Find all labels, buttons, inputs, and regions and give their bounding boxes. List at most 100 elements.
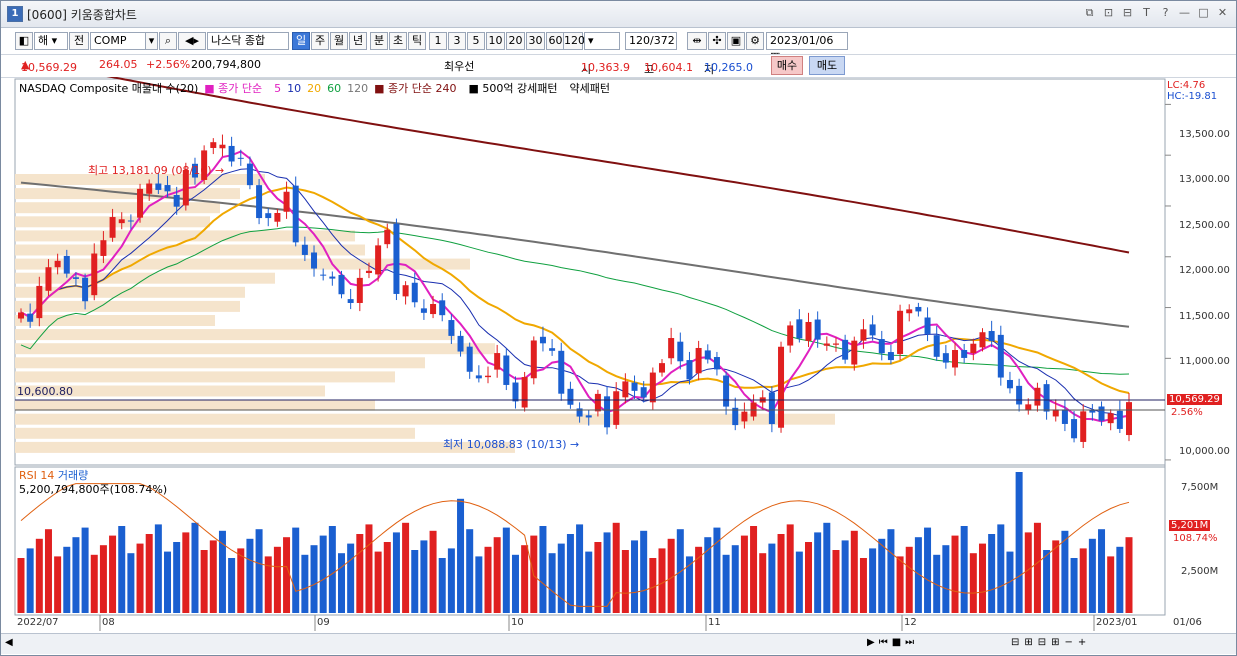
volume-bar xyxy=(887,529,895,613)
candle-body xyxy=(713,357,720,370)
maximize-icon[interactable]: □ xyxy=(1198,6,1209,19)
link-icon[interactable]: ⧉ xyxy=(1085,6,1094,19)
candle-body xyxy=(869,324,876,336)
volume-bar xyxy=(54,556,62,613)
volume-bar xyxy=(383,542,391,613)
symbol-dropdown-icon[interactable]: ▾ xyxy=(145,32,158,50)
legend-name[interactable]: NASDAQ Composite 매물대 수(20) xyxy=(19,82,199,95)
legend-ma60: 60 xyxy=(327,82,342,95)
interval-30[interactable]: 30 xyxy=(526,32,545,50)
interval-10[interactable]: 10 xyxy=(486,32,505,50)
volume-bar xyxy=(283,537,291,613)
volume-legend[interactable]: 거래량 xyxy=(57,469,89,482)
volume-profile-bar xyxy=(15,329,455,341)
volume-profile-bar xyxy=(15,371,395,383)
candle-body xyxy=(887,352,894,361)
volume-bar xyxy=(933,554,941,613)
settings-icon[interactable]: ⚙ xyxy=(746,32,764,50)
candle-body xyxy=(915,306,922,312)
volume-bar xyxy=(237,548,245,613)
layout-icon[interactable]: ⊟ xyxy=(1122,6,1133,19)
tile-icon[interactable]: ⊡ xyxy=(1103,6,1114,19)
candle-body xyxy=(283,191,290,212)
sound-icon[interactable]: ◀▸ xyxy=(178,32,206,50)
candle-body xyxy=(1034,387,1041,406)
period-year[interactable]: 년 xyxy=(349,32,367,50)
volume-bar xyxy=(35,538,43,613)
crosshair-icon[interactable]: ✣ xyxy=(708,32,726,50)
volume-profile-bar xyxy=(15,286,245,298)
minimize-icon[interactable]: — xyxy=(1179,6,1190,19)
volume-bar xyxy=(649,558,657,613)
volume-bar xyxy=(109,535,117,613)
date-field[interactable]: 2023/01/06 ▦ xyxy=(766,32,848,63)
candle-body xyxy=(585,415,592,418)
volume-bar xyxy=(924,527,932,613)
candle-body xyxy=(1080,411,1087,442)
candle-body xyxy=(823,343,830,346)
text-icon[interactable]: T xyxy=(1143,6,1150,19)
volume-bar xyxy=(1079,548,1087,613)
candle-body xyxy=(832,343,839,345)
playback-controls[interactable]: ▶⏮■⏭ xyxy=(867,637,919,648)
candle-body xyxy=(686,360,693,380)
market-select[interactable]: 해 ▾ xyxy=(34,32,68,50)
zoom-controls[interactable]: ⊟⊞⊟⊞−+ xyxy=(1011,637,1092,648)
market-button[interactable]: 전 xyxy=(69,32,89,50)
close-icon[interactable]: ✕ xyxy=(1217,6,1228,19)
interval-20[interactable]: 20 xyxy=(506,32,525,50)
interval-5[interactable]: 5 xyxy=(467,32,485,50)
period-second[interactable]: 초 xyxy=(389,32,407,50)
scroll-bar[interactable]: ◀ ▶⏮■⏭ ⊟⊞⊟⊞−+ xyxy=(1,633,1236,654)
interval-60[interactable]: 60 xyxy=(546,32,565,50)
period-minute[interactable]: 분 xyxy=(370,32,388,50)
volume-bar xyxy=(640,530,648,613)
candle-body xyxy=(384,229,391,245)
candle-body xyxy=(265,213,272,219)
period-week[interactable]: 주 xyxy=(311,32,329,50)
volume-bar xyxy=(502,527,510,613)
candle-body xyxy=(191,163,198,178)
candle-body xyxy=(558,350,565,394)
help-icon[interactable]: ? xyxy=(1162,6,1169,19)
period-day[interactable]: 일 xyxy=(292,32,310,50)
candle-body xyxy=(292,185,299,243)
quote-bar: 10,569.29 ▲ 264.05 +2.56% 200,794,800 최우… xyxy=(1,54,1236,78)
price-chart[interactable] xyxy=(1,77,1236,633)
scroll-left-icon[interactable]: ◀ xyxy=(5,637,13,648)
price-change: 264.05 xyxy=(99,58,138,71)
candle-body xyxy=(237,157,244,159)
zoom-icon[interactable]: ⇹ xyxy=(687,32,707,50)
time-tick: 08 xyxy=(102,617,115,628)
period-tick[interactable]: 틱 xyxy=(408,32,426,50)
sell-button[interactable]: 매도 xyxy=(809,56,845,75)
candles xyxy=(18,134,1132,449)
interval-1[interactable]: 1 xyxy=(429,32,447,50)
pct-tag: 2.56% xyxy=(1171,407,1203,418)
candle-body xyxy=(155,183,162,190)
legend-ma240: ■ 종가 단순 240 xyxy=(374,82,457,95)
interval-custom-select[interactable]: ▾ xyxy=(584,32,620,50)
candle-body xyxy=(402,285,409,297)
volume-bar xyxy=(475,556,483,613)
volume-bar xyxy=(997,524,1005,613)
search-icon[interactable]: ⌕ xyxy=(159,32,177,50)
interval-120[interactable]: 120 xyxy=(563,32,585,50)
candle-body xyxy=(72,277,79,279)
volume-bar xyxy=(978,543,986,613)
price-tick: 13,500.00 xyxy=(1179,129,1230,140)
period-month[interactable]: 월 xyxy=(330,32,348,50)
buy-button[interactable]: 매수 xyxy=(771,56,803,75)
candle-body xyxy=(182,169,189,206)
symbol-input[interactable]: COMP xyxy=(90,32,157,50)
chart-type-icon[interactable]: ◧ xyxy=(15,32,33,50)
candle-body xyxy=(430,303,437,315)
rsi-legend[interactable]: RSI 14 xyxy=(19,469,55,482)
candle-body xyxy=(210,142,217,148)
save-icon[interactable]: ▣ xyxy=(727,32,745,50)
interval-3[interactable]: 3 xyxy=(448,32,466,50)
count-field[interactable]: 120/372 xyxy=(625,32,677,50)
volume-bar xyxy=(612,522,620,613)
window-number[interactable]: 1 xyxy=(7,6,23,22)
volume-profile-bar xyxy=(15,385,325,397)
